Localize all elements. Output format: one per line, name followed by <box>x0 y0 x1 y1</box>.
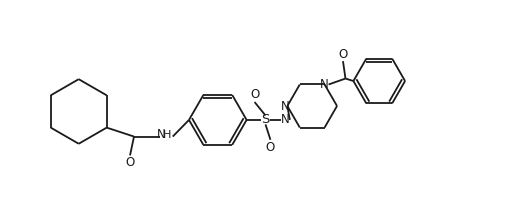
Text: N: N <box>281 113 290 126</box>
Text: S: S <box>261 113 270 126</box>
Text: O: O <box>250 88 259 101</box>
Text: N: N <box>320 78 329 91</box>
Text: N: N <box>280 100 289 113</box>
Text: H: H <box>163 129 171 140</box>
Text: O: O <box>338 48 347 61</box>
Text: O: O <box>266 141 275 154</box>
Text: N: N <box>156 128 165 141</box>
Text: O: O <box>125 156 135 169</box>
